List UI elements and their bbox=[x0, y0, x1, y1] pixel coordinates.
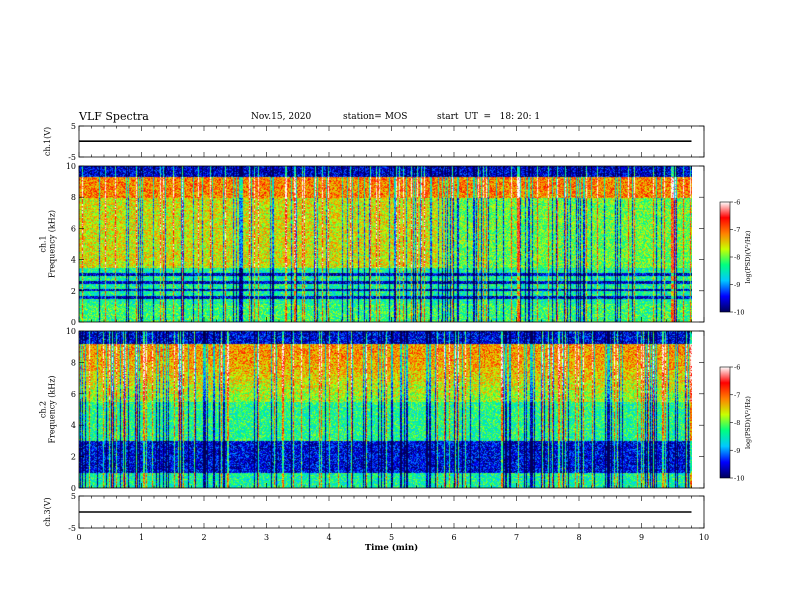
y-tick-label: 0 bbox=[71, 318, 76, 327]
x-tick-label: 5 bbox=[389, 533, 394, 542]
y-tick-label: 10 bbox=[66, 327, 76, 336]
y-axis-label: ch.1 bbox=[39, 235, 48, 252]
x-tick-label: 4 bbox=[326, 533, 331, 542]
x-tick-label: 6 bbox=[451, 533, 456, 542]
colorbar-label: log(PSD)(V²/Hz) bbox=[744, 230, 752, 283]
colorbar-tick-label: -9 bbox=[734, 281, 740, 289]
colorbar-tick-label: -7 bbox=[734, 226, 740, 234]
y-tick-label: 2 bbox=[71, 453, 76, 462]
x-tick-label: 9 bbox=[639, 533, 644, 542]
x-tick-label: 0 bbox=[76, 533, 81, 542]
y-tick-label: 6 bbox=[71, 390, 76, 399]
x-tick-label: 7 bbox=[514, 533, 519, 542]
y-axis-label: Frequency (kHz) bbox=[48, 210, 57, 278]
colorbar-tick-label: -8 bbox=[734, 419, 740, 427]
x-tick-label: 8 bbox=[576, 533, 581, 542]
y-tick-label: 8 bbox=[71, 358, 76, 367]
y-tick-label: -5 bbox=[68, 153, 76, 162]
colorbar-tick-label: -9 bbox=[734, 447, 740, 455]
colorbar-label: log(PSD)(V²/Hz) bbox=[744, 396, 752, 449]
colorbar-ch1-spectrogram bbox=[719, 201, 731, 313]
colorbar-tick-label: -10 bbox=[734, 475, 744, 483]
colorbar-tick-label: -6 bbox=[734, 364, 740, 372]
y-tick-label: 10 bbox=[66, 162, 76, 171]
y-tick-label: 8 bbox=[71, 193, 76, 202]
y-tick-label: 0 bbox=[71, 484, 76, 493]
figure-title: VLF Spectra bbox=[79, 110, 149, 123]
x-tick-label: 10 bbox=[699, 533, 709, 542]
y-tick-label: 2 bbox=[71, 287, 76, 296]
spectrogram-image-ch2-spectrogram bbox=[79, 331, 692, 488]
y-tick-label: -5 bbox=[68, 524, 76, 533]
x-axis-label: Time (min) bbox=[365, 542, 418, 553]
x-tick-label: 3 bbox=[264, 533, 269, 542]
y-axis-label: ch.2 bbox=[39, 401, 48, 418]
x-tick-label: 1 bbox=[139, 533, 144, 542]
x-tick-label: 2 bbox=[201, 533, 206, 542]
y-tick-label: 6 bbox=[71, 224, 76, 233]
colorbar-tick-label: -10 bbox=[734, 309, 744, 317]
y-axis-label: ch.3(V) bbox=[43, 497, 52, 526]
y-tick-label: 4 bbox=[71, 256, 76, 265]
date-label: Nov.15, 2020 bbox=[251, 112, 312, 122]
y-tick-label: 5 bbox=[71, 492, 76, 501]
spectrogram-image-ch1-spectrogram bbox=[79, 166, 692, 322]
colorbar-tick-label: -7 bbox=[734, 391, 740, 399]
colorbar-tick-label: -6 bbox=[734, 199, 740, 207]
y-axis-label: ch.1(V) bbox=[43, 127, 52, 156]
station-label: station= MOS bbox=[343, 112, 408, 122]
colorbar-ch2-spectrogram bbox=[719, 366, 731, 479]
colorbar-tick-label: -8 bbox=[734, 254, 740, 262]
y-tick-label: 4 bbox=[71, 421, 76, 430]
start-time-label: start UT = 18: 20: 1 bbox=[437, 112, 541, 122]
y-tick-label: 5 bbox=[71, 122, 76, 131]
y-axis-label: Frequency (kHz) bbox=[48, 375, 57, 443]
